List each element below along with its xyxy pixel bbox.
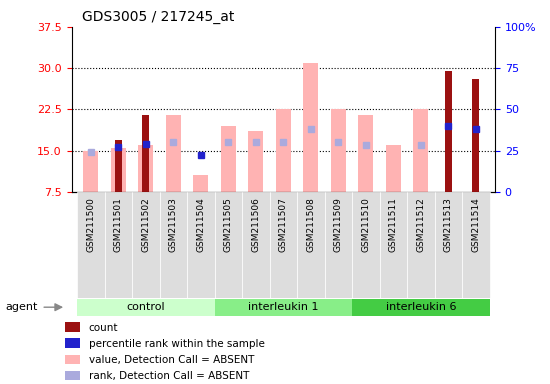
Bar [115, 140, 122, 192]
Text: GSM211500: GSM211500 [86, 197, 95, 252]
Bar [138, 145, 153, 192]
FancyBboxPatch shape [407, 192, 434, 298]
Bar [65, 339, 80, 348]
Text: GSM211504: GSM211504 [196, 197, 205, 252]
FancyBboxPatch shape [324, 192, 352, 298]
FancyBboxPatch shape [187, 192, 214, 298]
Bar [276, 109, 291, 192]
Text: GSM211508: GSM211508 [306, 197, 315, 252]
Text: GSM211511: GSM211511 [389, 197, 398, 252]
Text: control: control [126, 302, 165, 312]
Text: GSM211506: GSM211506 [251, 197, 260, 252]
Bar [65, 371, 80, 380]
FancyBboxPatch shape [214, 299, 352, 316]
Text: GDS3005 / 217245_at: GDS3005 / 217245_at [82, 10, 235, 23]
FancyBboxPatch shape [352, 299, 490, 316]
Text: interleukin 1: interleukin 1 [248, 302, 318, 312]
FancyBboxPatch shape [352, 192, 379, 298]
FancyBboxPatch shape [77, 299, 214, 316]
Text: value, Detection Call = ABSENT: value, Detection Call = ABSENT [89, 355, 254, 365]
Text: GSM211510: GSM211510 [361, 197, 370, 252]
Bar [111, 148, 126, 192]
FancyBboxPatch shape [242, 192, 270, 298]
FancyBboxPatch shape [462, 192, 490, 298]
FancyBboxPatch shape [379, 192, 407, 298]
Text: GSM211501: GSM211501 [114, 197, 123, 252]
FancyBboxPatch shape [434, 192, 462, 298]
Text: interleukin 6: interleukin 6 [386, 302, 456, 312]
Text: GSM211513: GSM211513 [444, 197, 453, 252]
Bar [83, 151, 98, 192]
Bar [248, 131, 263, 192]
FancyBboxPatch shape [214, 192, 242, 298]
Bar [142, 115, 149, 192]
Bar [65, 354, 80, 364]
Text: count: count [89, 323, 118, 333]
FancyBboxPatch shape [132, 192, 160, 298]
Bar [445, 71, 452, 192]
Bar [65, 323, 80, 332]
FancyBboxPatch shape [77, 192, 104, 298]
Bar [413, 109, 428, 192]
Bar [166, 115, 181, 192]
Bar [221, 126, 236, 192]
Text: GSM211505: GSM211505 [224, 197, 233, 252]
Text: GSM211514: GSM211514 [471, 197, 480, 252]
Bar [331, 109, 346, 192]
Bar [472, 79, 479, 192]
FancyBboxPatch shape [297, 192, 324, 298]
FancyBboxPatch shape [160, 192, 187, 298]
Bar [358, 115, 373, 192]
Bar [193, 175, 208, 192]
Text: rank, Detection Call = ABSENT: rank, Detection Call = ABSENT [89, 371, 249, 381]
Bar [386, 145, 401, 192]
Text: GSM211512: GSM211512 [416, 197, 425, 252]
Text: GSM211503: GSM211503 [169, 197, 178, 252]
Text: agent: agent [6, 302, 38, 312]
Text: GSM211507: GSM211507 [279, 197, 288, 252]
FancyBboxPatch shape [270, 192, 297, 298]
Text: GSM211502: GSM211502 [141, 197, 150, 252]
FancyBboxPatch shape [104, 192, 132, 298]
Text: GSM211509: GSM211509 [334, 197, 343, 252]
Text: percentile rank within the sample: percentile rank within the sample [89, 339, 265, 349]
Bar [303, 63, 318, 192]
